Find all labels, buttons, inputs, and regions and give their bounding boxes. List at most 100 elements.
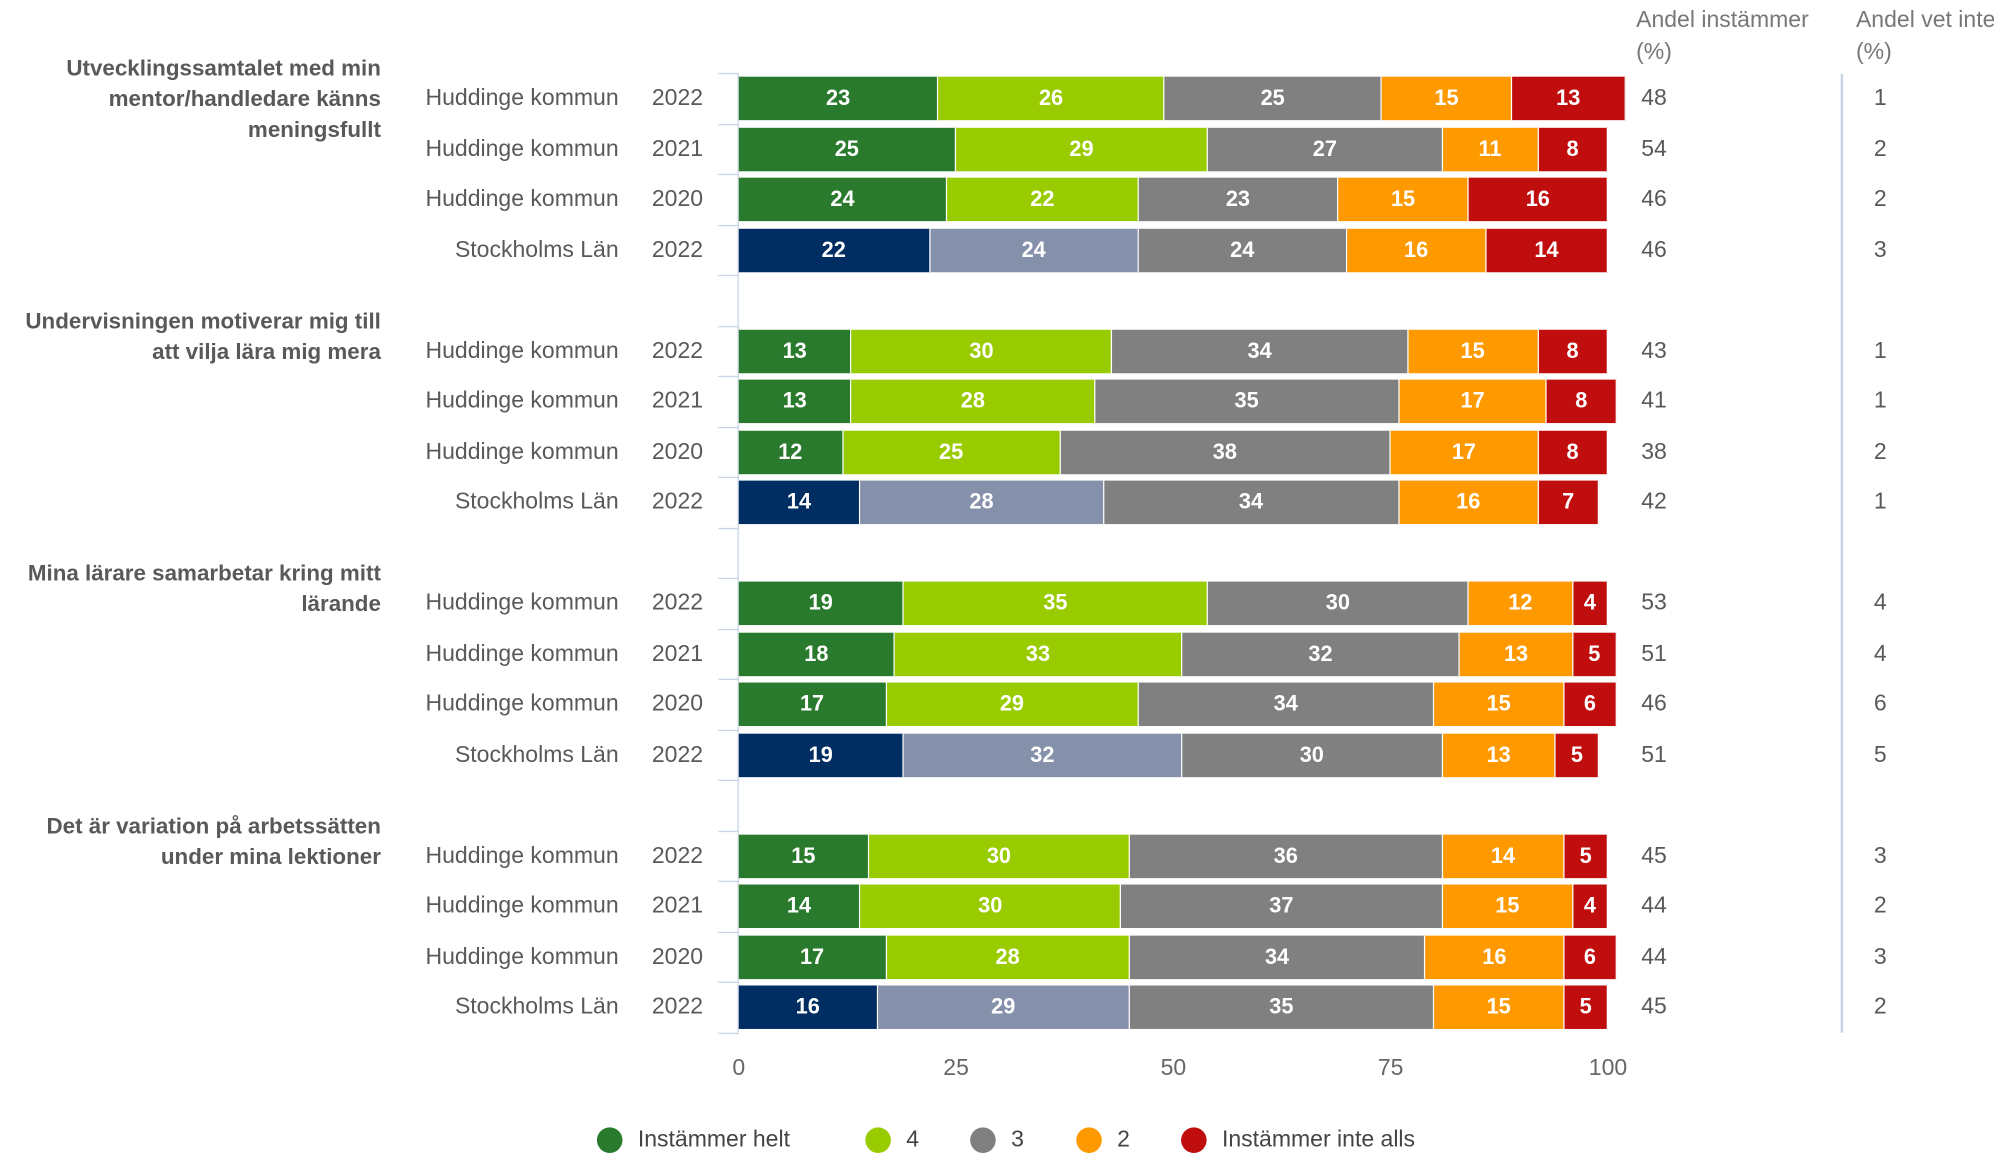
bar-segment: 16 bbox=[1399, 480, 1539, 525]
vet-inte-value: 2 bbox=[1873, 185, 1887, 211]
bar-segment: 8 bbox=[1538, 127, 1608, 171]
bar-segment: 25 bbox=[1164, 76, 1382, 121]
axis-line bbox=[737, 74, 739, 1033]
bar-segment: 8 bbox=[1538, 430, 1608, 474]
bar-segment: 36 bbox=[1129, 834, 1443, 878]
bar-segment: 24 bbox=[738, 177, 948, 222]
bar-segment: 30 bbox=[1208, 581, 1469, 626]
x-tick-label: 25 bbox=[943, 1054, 969, 1081]
vet-inte-value: 2 bbox=[1873, 134, 1887, 161]
legend-label: Instämmer inte alls bbox=[1221, 1126, 1416, 1152]
vet-inte-value: 2 bbox=[1873, 892, 1887, 918]
bar-segment: 17 bbox=[1399, 379, 1548, 424]
row-year: 2022 bbox=[651, 336, 704, 363]
instammer-value: 46 bbox=[1641, 690, 1667, 716]
vet-inte-value: 3 bbox=[1873, 235, 1887, 262]
bar-segment: 14 bbox=[1486, 228, 1608, 272]
row-label: Huddinge kommun bbox=[425, 84, 619, 110]
bar-segment: 13 bbox=[1442, 733, 1556, 777]
bar-segment: 34 bbox=[1138, 682, 1435, 727]
vet-inte-value: 4 bbox=[1873, 639, 1887, 666]
row-label: Huddinge kommun bbox=[425, 942, 619, 969]
bar-segment: 15 bbox=[1338, 177, 1469, 222]
bar-segment: 12 bbox=[1468, 581, 1574, 626]
bar-segment: 16 bbox=[1468, 177, 1608, 222]
legend-label: 3 bbox=[1011, 1126, 1024, 1152]
vet-inte-value: 6 bbox=[1873, 690, 1887, 716]
bar-segment: 28 bbox=[860, 480, 1104, 525]
bar-segment: 17 bbox=[738, 682, 887, 727]
vet-inte-value: 3 bbox=[1873, 942, 1887, 969]
row-year: 2020 bbox=[651, 942, 704, 969]
row-year: 2022 bbox=[651, 589, 704, 615]
bar-segment: 5 bbox=[1555, 733, 1600, 777]
bar-segment: 4 bbox=[1573, 884, 1608, 928]
bar-segment: 15 bbox=[738, 834, 870, 878]
bar-segment: 15 bbox=[1434, 985, 1565, 1029]
tick bbox=[718, 72, 739, 75]
bar-segment: 23 bbox=[1138, 177, 1339, 222]
bar-segment: 19 bbox=[738, 733, 904, 777]
bar-segment: 6 bbox=[1564, 935, 1617, 979]
instammer-value: 51 bbox=[1641, 639, 1667, 666]
bar-segment: 32 bbox=[903, 733, 1183, 777]
bar-segment: 35 bbox=[1129, 985, 1435, 1029]
legend-label: 4 bbox=[906, 1126, 920, 1152]
bar-segment: 14 bbox=[1442, 834, 1565, 878]
instammer-value: 44 bbox=[1641, 892, 1667, 918]
instammer-value: 42 bbox=[1641, 488, 1667, 514]
tick bbox=[718, 931, 739, 933]
bar-segment: 5 bbox=[1564, 834, 1608, 878]
group-title: Utvecklingssamtalet med min mentor/handl… bbox=[66, 54, 381, 142]
bar-segment: 5 bbox=[1573, 632, 1617, 676]
row-label: Huddinge kommun bbox=[425, 134, 619, 161]
bar-segment: 4 bbox=[1573, 581, 1608, 626]
bar-segment: 30 bbox=[851, 329, 1113, 373]
bar-segment: 15 bbox=[1408, 329, 1539, 373]
instammer-value: 41 bbox=[1641, 387, 1667, 413]
bar-segment: 16 bbox=[738, 985, 878, 1029]
row-label: Stockholms Län bbox=[454, 488, 619, 514]
bar-segment: 17 bbox=[738, 935, 887, 979]
group-title: Undervisningen motiverar mig till att vi… bbox=[25, 307, 381, 364]
row-label: Huddinge kommun bbox=[425, 639, 619, 666]
row-year: 2021 bbox=[651, 134, 704, 161]
tick bbox=[718, 577, 739, 580]
row-label: Huddinge kommun bbox=[425, 437, 619, 464]
tick bbox=[718, 375, 739, 378]
instammer-value: 54 bbox=[1641, 134, 1667, 161]
bar-segment: 5 bbox=[1564, 985, 1608, 1029]
instammer-value: 45 bbox=[1641, 841, 1667, 868]
row-label: Stockholms Län bbox=[454, 235, 619, 262]
tick bbox=[718, 1032, 739, 1034]
x-tick-label: 75 bbox=[1377, 1054, 1404, 1081]
vet-inte-value: 2 bbox=[1873, 993, 1887, 1019]
bar-segment: 12 bbox=[738, 430, 844, 474]
bar-segment: 13 bbox=[738, 379, 852, 424]
vet-inte-value: 5 bbox=[1873, 740, 1887, 767]
bar-segment: 13 bbox=[1512, 76, 1626, 121]
row-label: Stockholms Län bbox=[454, 993, 619, 1019]
bar-segment: 26 bbox=[938, 76, 1165, 121]
tick bbox=[718, 830, 739, 832]
bar-segment: 22 bbox=[738, 228, 931, 272]
bar-segment: 25 bbox=[738, 127, 957, 171]
instammer-value: 46 bbox=[1641, 235, 1667, 262]
column-header: Andel instämmer (%) bbox=[1636, 6, 1809, 64]
tick bbox=[718, 274, 739, 277]
row-year: 2022 bbox=[651, 488, 704, 514]
row-year: 2022 bbox=[651, 84, 704, 110]
x-tick-label: 0 bbox=[732, 1054, 746, 1081]
row-label: Huddinge kommun bbox=[425, 690, 619, 716]
x-tick-label: 100 bbox=[1588, 1054, 1628, 1081]
bar-segment: 19 bbox=[738, 581, 904, 626]
instammer-value: 38 bbox=[1641, 437, 1667, 464]
instammer-value: 44 bbox=[1641, 942, 1667, 969]
bar-segment: 15 bbox=[1434, 682, 1565, 727]
legend-label: Instämmer helt bbox=[637, 1126, 790, 1152]
vet-inte-value: 2 bbox=[1873, 437, 1887, 464]
bar-segment: 7 bbox=[1538, 480, 1600, 525]
row-label: Huddinge kommun bbox=[425, 589, 619, 615]
bar-segment: 33 bbox=[895, 632, 1183, 676]
